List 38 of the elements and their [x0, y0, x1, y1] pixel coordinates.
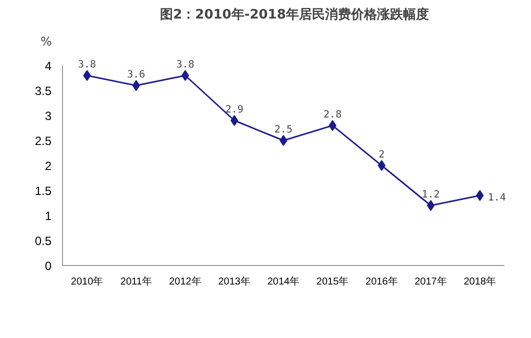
- y-axis-title: %: [40, 34, 52, 48]
- data-label: 3.6: [127, 70, 146, 80]
- data-label: 2.5: [274, 124, 292, 136]
- x-tick-label: 2015年: [316, 276, 349, 288]
- data-label: 1.4: [488, 192, 506, 204]
- y-tick-label: 2: [44, 159, 52, 173]
- data-label: 2: [378, 150, 385, 160]
- point: [378, 160, 386, 171]
- y-tick-label: 1.5: [34, 184, 52, 198]
- data-label: 2.9: [225, 104, 244, 116]
- chart-title: 图2：2010年-2018年居民消费价格涨跌幅度: [160, 6, 429, 22]
- x-tick-label: 2014年: [267, 276, 300, 288]
- x-tick-label: 2012年: [169, 276, 202, 288]
- point: [132, 80, 140, 91]
- y-tick-label: 0.5: [34, 234, 52, 248]
- y-tick-label: 3: [44, 109, 52, 123]
- y-tick-label: 1: [44, 209, 52, 223]
- data-label: 3.8: [78, 60, 96, 70]
- x-tick-label: 2018年: [464, 276, 496, 288]
- y-tick-label: 2.5: [34, 134, 52, 148]
- y-tick-label: 4: [44, 59, 52, 73]
- x-tick-label: 2017年: [414, 276, 447, 288]
- point: [83, 70, 91, 81]
- point: [328, 120, 336, 131]
- point: [426, 200, 435, 211]
- x-tick-label: 2013年: [218, 276, 250, 288]
- data-label: 2.8: [324, 110, 342, 120]
- x-tick-label: 2011年: [120, 276, 152, 288]
- data-label: 1.2: [422, 190, 440, 200]
- y-tick-label: 0: [44, 259, 52, 273]
- point: [476, 190, 484, 201]
- point: [181, 70, 190, 81]
- point: [280, 135, 288, 146]
- y-tick-label: 3.5: [34, 84, 52, 98]
- x-tick-label: 2016年: [366, 276, 398, 288]
- data-label: 3.8: [176, 60, 194, 70]
- point: [230, 115, 238, 126]
- x-tick-label: 2010年: [70, 276, 104, 288]
